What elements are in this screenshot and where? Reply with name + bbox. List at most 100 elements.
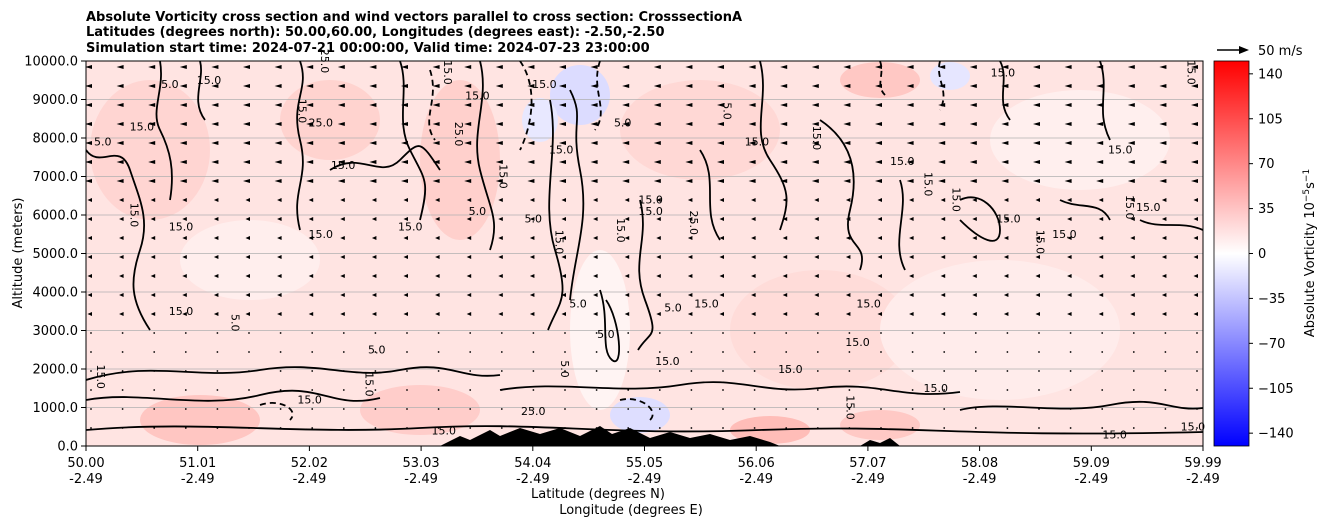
wind-vector (466, 198, 472, 202)
x-tick-lat: 50.00 (67, 456, 104, 471)
wind-vector (559, 122, 566, 126)
wind-vector (340, 293, 345, 297)
wind-vector (719, 198, 724, 202)
wind-vector (656, 236, 661, 240)
wind-vector (406, 408, 408, 410)
wind-vector (814, 198, 819, 202)
quiver-key-label: 50 m/s (1258, 44, 1303, 59)
wind-vector (306, 84, 314, 88)
wind-vector (658, 332, 661, 334)
wind-vector (532, 389, 535, 391)
wind-vector (527, 65, 535, 69)
wind-vector (1159, 103, 1167, 107)
wind-vector (909, 255, 914, 259)
x-tick-lat: 51.01 (179, 456, 216, 471)
wind-vector (211, 103, 219, 107)
wind-vector (371, 217, 377, 221)
wind-vector (1067, 312, 1072, 316)
wind-vector (969, 103, 977, 107)
wind-vector (401, 65, 408, 69)
wind-vector (627, 351, 630, 353)
contour-label: 15.0 (532, 78, 557, 91)
wind-vector (86, 122, 92, 126)
wind-vector (974, 332, 977, 334)
wind-vector (814, 274, 819, 278)
wind-vector (717, 65, 724, 69)
wind-vector (243, 179, 250, 183)
wind-vector (182, 198, 187, 202)
wind-vector (653, 122, 661, 126)
wind-vector (782, 236, 788, 240)
wind-vector (435, 274, 440, 278)
wind-vector (1003, 312, 1009, 316)
wind-vector (495, 141, 503, 145)
wind-vector (972, 255, 977, 259)
wind-vector (432, 103, 440, 107)
wind-vector (880, 427, 882, 429)
contour-label: 5.0 (228, 314, 241, 332)
wind-vector (86, 84, 92, 88)
x-tick-lat: 57.07 (849, 456, 886, 471)
wind-vector (87, 198, 92, 202)
wind-vector (495, 179, 503, 183)
wind-vector (116, 65, 124, 69)
wind-vector (1038, 408, 1040, 410)
wind-vector (1096, 141, 1104, 145)
wind-vector (653, 103, 661, 107)
wind-vector (1038, 370, 1040, 372)
wind-vector (1101, 408, 1104, 410)
wind-vector (90, 332, 92, 334)
wind-vector (751, 198, 756, 202)
wind-vector (814, 312, 819, 316)
wind-vector (279, 408, 282, 410)
wind-vector (495, 122, 503, 126)
wind-vector (845, 255, 851, 259)
wind-vector (1161, 217, 1167, 221)
x-tick-lat: 56.06 (738, 456, 775, 471)
wind-vector (213, 198, 219, 202)
wind-vector (685, 141, 693, 145)
wind-vector (216, 332, 219, 334)
wind-vector (875, 65, 882, 69)
wind-vector (1101, 332, 1104, 334)
wind-vector (690, 408, 693, 410)
wind-vector (717, 141, 724, 145)
wind-vector (342, 408, 345, 410)
contour-label: 15.0 (441, 60, 454, 85)
contour-label: 15.0 (1181, 421, 1206, 434)
wind-vector (150, 217, 156, 221)
wind-vector (213, 274, 219, 278)
contour-label: 15.0 (1033, 230, 1046, 255)
wind-vector (595, 408, 598, 410)
wind-vector (342, 427, 345, 429)
wind-vector (1069, 370, 1072, 372)
wind-vector (1164, 370, 1167, 372)
wind-vector (340, 255, 345, 259)
wind-vector (1069, 389, 1072, 391)
wind-vector (121, 370, 124, 372)
wind-vector (1127, 179, 1135, 183)
wind-vector (687, 236, 693, 240)
wind-vector (877, 255, 882, 259)
wind-vector (559, 179, 566, 183)
wind-vector (782, 312, 788, 316)
wind-vector (1006, 351, 1009, 353)
wind-vector (90, 370, 92, 372)
wind-vector (401, 103, 408, 107)
wind-vector (371, 312, 377, 316)
wind-vector (751, 255, 756, 259)
wind-vector (153, 370, 156, 372)
colorbar-tick-label: −35 (1258, 292, 1285, 307)
wind-vector (1033, 46, 1040, 50)
wind-vector (148, 65, 156, 69)
contour-label: 15.0 (295, 99, 308, 124)
wind-vector (308, 236, 314, 240)
wind-vector (340, 274, 345, 278)
wind-vector (116, 179, 124, 183)
wind-vector (432, 160, 440, 164)
wind-vector (435, 293, 440, 297)
title-line-1: Absolute Vorticity cross section and win… (86, 10, 742, 25)
wind-vector (1191, 84, 1198, 88)
wind-vector (843, 122, 851, 126)
wind-vector (593, 217, 598, 221)
